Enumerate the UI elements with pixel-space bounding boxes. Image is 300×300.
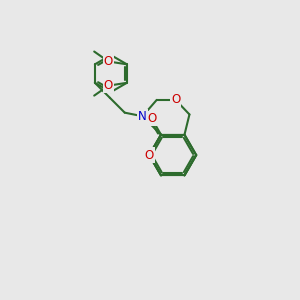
Text: O: O	[145, 148, 154, 161]
Text: N: N	[138, 110, 147, 123]
Text: O: O	[171, 93, 180, 106]
Text: O: O	[147, 112, 156, 125]
Text: O: O	[104, 55, 113, 68]
Text: O: O	[104, 79, 113, 92]
